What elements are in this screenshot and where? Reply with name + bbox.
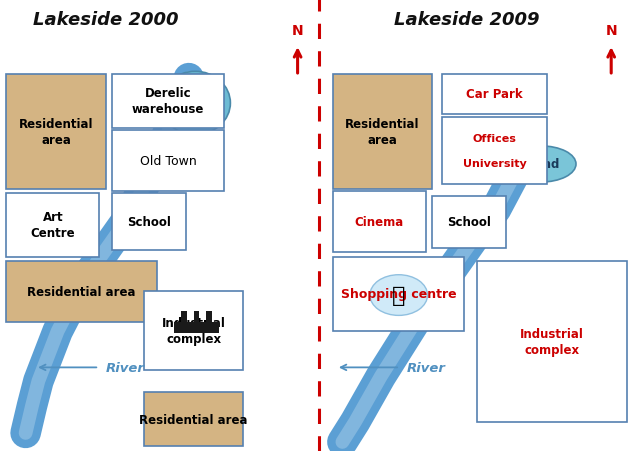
FancyBboxPatch shape [144,392,243,446]
Text: Shopping centre: Shopping centre [340,288,456,301]
FancyBboxPatch shape [333,192,426,253]
Ellipse shape [160,72,230,135]
Text: Pond: Pond [527,158,561,171]
Text: Old Town: Old Town [140,155,196,168]
Text: Residential area: Residential area [140,413,248,426]
FancyBboxPatch shape [206,311,212,322]
Text: N: N [605,24,617,38]
FancyBboxPatch shape [442,117,547,185]
FancyBboxPatch shape [144,291,243,370]
Text: Lakeside 2009: Lakeside 2009 [394,11,540,29]
FancyBboxPatch shape [477,262,627,422]
Text: Residential
area: Residential area [345,117,420,147]
FancyBboxPatch shape [333,74,432,189]
FancyBboxPatch shape [442,74,547,115]
FancyBboxPatch shape [174,322,219,333]
Text: Lake: Lake [180,100,211,112]
FancyBboxPatch shape [112,74,224,129]
Text: School: School [127,216,171,229]
FancyBboxPatch shape [6,262,157,322]
Text: Residential
area: Residential area [19,117,93,147]
FancyBboxPatch shape [6,194,99,257]
Text: N: N [292,24,303,38]
Text: Car Park: Car Park [466,88,523,101]
Text: Industrial
complex: Industrial complex [162,316,225,345]
FancyBboxPatch shape [181,311,187,322]
Ellipse shape [370,275,428,316]
Text: Industrial
complex: Industrial complex [520,327,584,356]
FancyBboxPatch shape [432,196,506,248]
Text: Residential area: Residential area [28,285,136,299]
FancyBboxPatch shape [333,257,464,331]
Text: River: River [106,361,145,374]
Text: Offices

University: Offices University [463,134,526,168]
Text: Lakeside 2000: Lakeside 2000 [33,11,179,29]
FancyBboxPatch shape [112,194,186,250]
FancyBboxPatch shape [112,131,224,192]
Ellipse shape [506,147,576,183]
FancyBboxPatch shape [194,311,199,322]
Text: Cinema: Cinema [355,216,404,229]
Text: River: River [406,361,445,374]
Text: 🛒: 🛒 [392,285,405,305]
FancyBboxPatch shape [6,74,106,189]
Text: Art
Centre: Art Centre [31,211,75,240]
Text: Derelic
warehouse: Derelic warehouse [132,87,204,116]
Text: School: School [447,216,491,229]
